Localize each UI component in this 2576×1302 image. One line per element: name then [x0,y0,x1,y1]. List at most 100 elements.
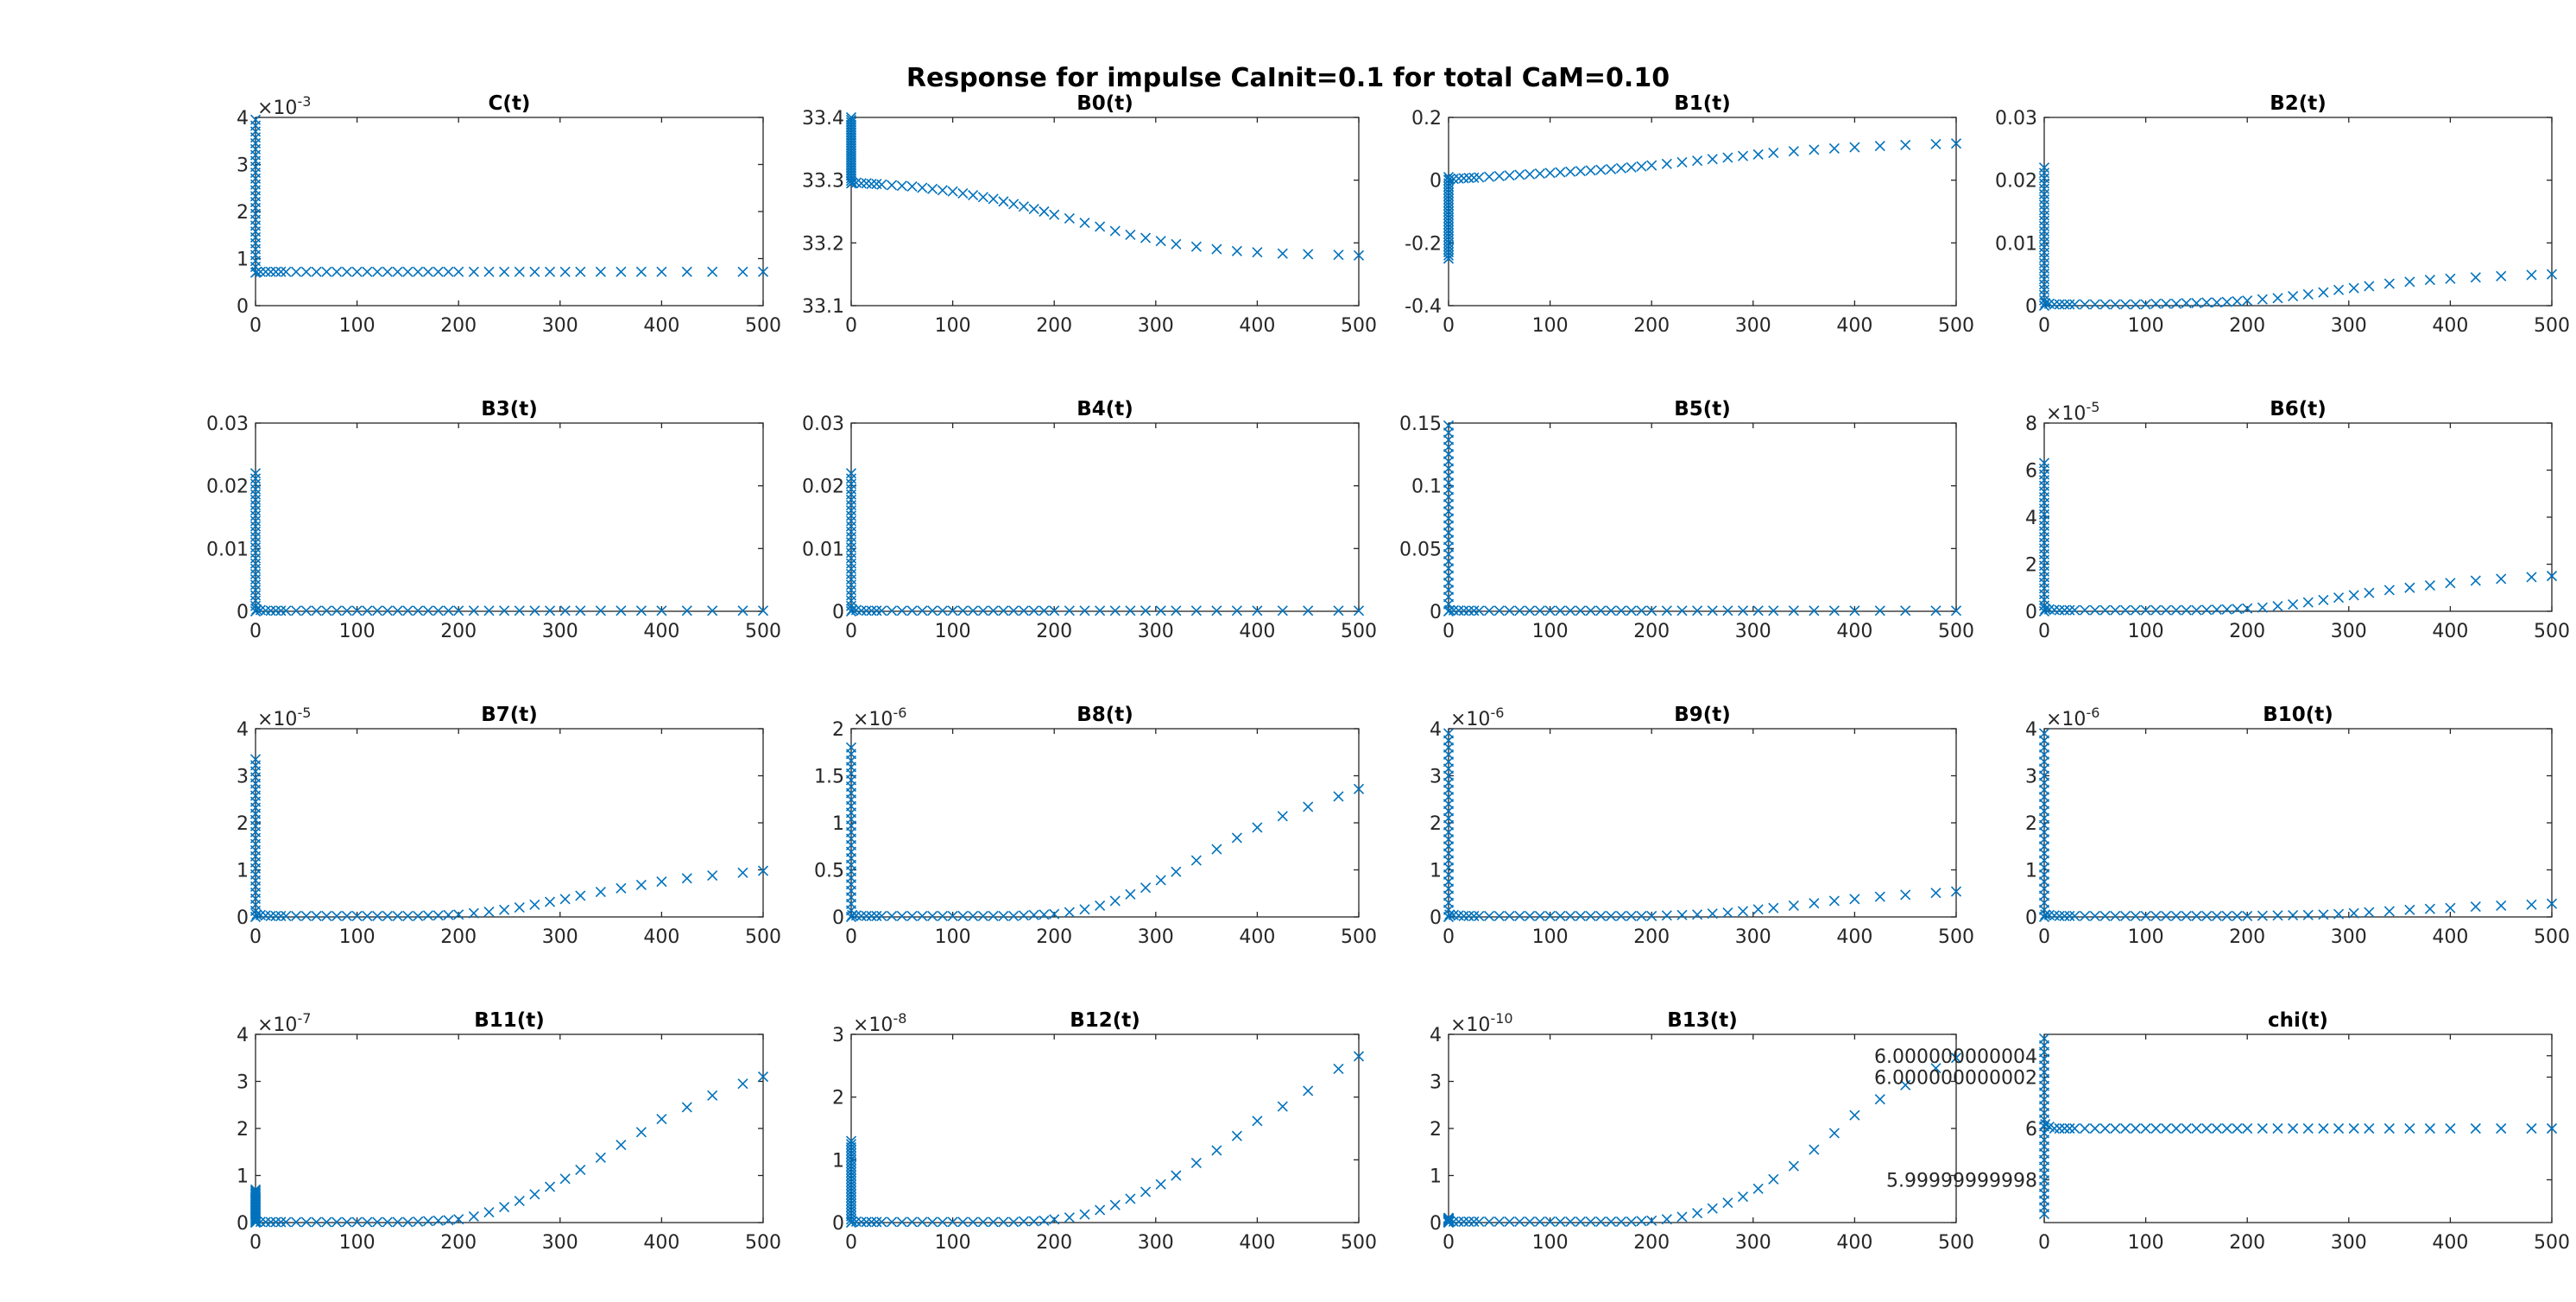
y-tick-label: 0.05 [1399,539,1442,560]
y-tick-label: 0.15 [1399,414,1442,435]
data-point [2364,281,2375,292]
data-point [321,910,332,921]
data-point [681,873,692,884]
data-point [2059,604,2070,616]
data-point [1950,886,1962,897]
data-point [917,605,928,616]
data-point [988,910,999,921]
data-point [2302,909,2314,920]
data-point [2302,597,2314,608]
data-point [847,909,858,920]
data-point [1722,907,1733,919]
data-point [260,1217,271,1228]
data-point [483,1206,495,1218]
y-tick-label: 33.2 [802,233,844,255]
data-point [1646,160,1657,171]
x-tick-label: 300 [1735,621,1771,642]
data-point [2069,1122,2080,1135]
data-point [1049,1214,1060,1225]
x-tick-label: 0 [249,1232,262,1254]
data-point [2099,299,2111,310]
data-point [1474,1216,1485,1227]
x-tick-label: 200 [2229,621,2265,642]
data-point [1252,822,1263,833]
data-point [1514,605,1525,616]
data-point [2110,604,2121,616]
data-point-initial [845,590,857,601]
data-point [1646,1215,1657,1226]
data-point [1211,605,1222,616]
data-point [757,266,769,277]
x-tick-label: 100 [935,926,971,948]
data-point [422,910,433,921]
data-point [311,266,322,277]
data-point [1333,250,1344,261]
subplot-b1t: B1(t) 0 100 200 300 400 500 -0.4 -0.2 0 0.2 [1405,92,1974,337]
data-point [422,605,433,616]
data-point [737,605,748,616]
data-point [876,605,887,616]
data-point [544,896,556,907]
data-point [544,1181,556,1192]
data-point [876,179,887,190]
data-point [1453,605,1464,616]
data-point [2470,1122,2481,1135]
data-point [1453,173,1464,184]
data-point [2040,604,2051,615]
x-tick-label: 500 [2534,315,2570,337]
x-tick-label: 0 [845,315,857,337]
data-point [1303,249,1314,260]
data-point [2526,1122,2537,1135]
data-point [595,605,606,616]
data-point [1606,910,1617,921]
data-point [1064,212,1075,224]
x-tick-label: 100 [2128,621,2164,642]
x-tick-label: 400 [1239,926,1275,948]
x-tick-label: 100 [339,315,376,337]
data-point [2383,1122,2395,1135]
data-point [2170,910,2181,921]
y-tick-label: 6 [2025,1119,2037,1141]
data-point [1028,909,1039,920]
data-point [1900,1079,1911,1090]
subplot-title: B5(t) [1674,398,1731,420]
data-point [1828,895,1840,907]
x-tick-label: 100 [2128,1232,2164,1254]
data-point [737,1078,748,1090]
x-tick-label: 300 [1138,621,1174,642]
data-point [1646,605,1657,616]
y-tick-label: 1 [1430,861,1442,882]
data-point [2201,1122,2213,1135]
data-point [937,910,948,921]
data-point [886,1217,898,1228]
x-tick-label: 0 [249,926,262,948]
data-point [2404,904,2415,915]
data-point [871,910,882,921]
data-point [2064,1122,2075,1135]
data-point [1463,1216,1474,1227]
y-tick-label: 0.02 [802,477,844,498]
data-point-initial [845,130,857,141]
data-point [1737,150,1749,161]
data-point [707,266,718,277]
data-point-initial [845,515,857,527]
data-point [1849,1109,1860,1121]
data-point [1190,855,1202,866]
y-tick-label: 2 [1430,1119,1442,1141]
subplot-chit: chi(t) 0 100 200 300 400 500 5.99999999998 6.000… [1874,1009,2570,1254]
data-point [2049,604,2060,616]
data-point [616,605,627,616]
x-tick-label: 500 [1938,315,1974,337]
data-point [1171,238,1182,250]
data-point [2302,1122,2314,1135]
data-point [1064,907,1075,918]
data-point [1211,243,1222,255]
data-point [847,177,858,188]
data-point [1565,605,1576,616]
data-point [2181,298,2192,309]
y-exponent-label: ×10-3 [257,93,311,119]
axes-box [850,117,1360,307]
data-point [1788,146,1799,157]
data-point-initial [2038,269,2050,280]
data-point [1828,605,1840,616]
